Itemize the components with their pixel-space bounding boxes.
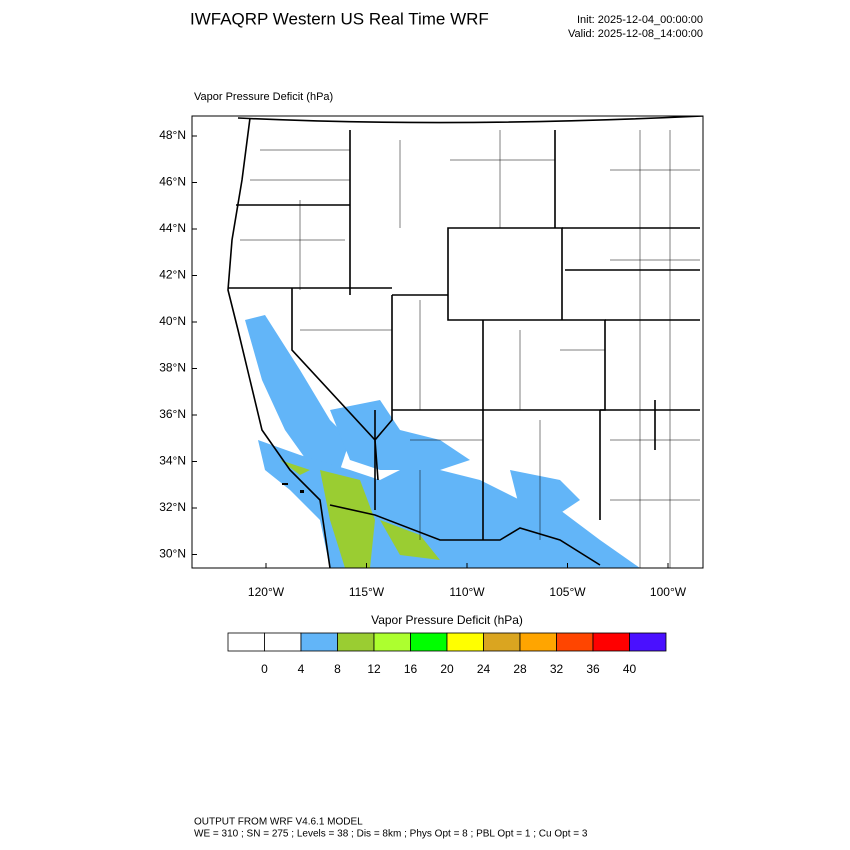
county-lines	[240, 130, 700, 568]
colorbar-label: 20	[440, 662, 454, 676]
colorbar-swatch	[556, 632, 594, 652]
lat-label: 30°N	[159, 547, 186, 561]
colorbar-label: 32	[550, 662, 564, 676]
state-borders	[227, 116, 703, 568]
lon-label: 110°W	[449, 585, 485, 599]
colorbar-swatch	[446, 632, 484, 652]
lat-label: 38°N	[159, 361, 186, 375]
colorbar-swatch	[300, 632, 338, 652]
colorbar-swatch	[483, 632, 521, 652]
colorbar-label: 12	[367, 662, 381, 676]
footer-line: WE = 310 ; SN = 275 ; Levels = 38 ; Dis …	[194, 829, 588, 840]
lon-labels: 120°W 115°W 110°W 105°W 100°W	[248, 563, 687, 599]
map-title: Vapor Pressure Deficit (hPa)	[194, 91, 333, 103]
map	[227, 116, 703, 568]
colorbar-label: 16	[404, 662, 418, 676]
init-time: Init: 2025-12-04_00:00:00	[577, 14, 703, 26]
colorbar-swatch	[410, 632, 448, 652]
colorbar-swatch	[337, 632, 375, 652]
colorbar-swatch	[519, 632, 557, 652]
lon-label: 115°W	[349, 585, 385, 599]
colorbar-title: Vapor Pressure Deficit (hPa)	[371, 613, 523, 627]
colorbar-label: 8	[334, 662, 341, 676]
footer-line: OUTPUT FROM WRF V4.6.1 MODEL	[194, 817, 363, 828]
lat-label: 40°N	[159, 314, 186, 328]
map-frame	[191, 115, 704, 569]
colorbar-label: 0	[261, 662, 268, 676]
colorbar-swatch	[592, 632, 630, 652]
valid-time: Valid: 2025-12-08_14:00:00	[568, 28, 703, 40]
lon-label: 120°W	[248, 585, 285, 599]
lon-label: 100°W	[650, 585, 687, 599]
colorbar-label: 40	[623, 662, 637, 676]
vpd-shading-high	[280, 460, 440, 568]
lon-label: 105°W	[549, 585, 586, 599]
lat-label: 42°N	[159, 268, 186, 282]
colorbar-swatch	[227, 632, 265, 652]
vpd-shading	[245, 315, 640, 568]
colorbar-label: 36	[586, 662, 600, 676]
colorbar-swatch	[373, 632, 411, 652]
lat-label: 46°N	[159, 175, 186, 189]
colorbar-label: 24	[477, 662, 491, 676]
colorbar: 0 4 8 12 16 20 24 28 32 36 40	[227, 632, 667, 676]
lat-label: 44°N	[159, 221, 186, 235]
lat-label: 32°N	[159, 500, 186, 514]
colorbar-swatch	[629, 632, 667, 652]
colorbar-label: 28	[513, 662, 527, 676]
lat-label: 48°N	[159, 128, 186, 142]
lat-label: 36°N	[159, 407, 186, 421]
title: IWFAQRP Western US Real Time WRF	[190, 9, 489, 28]
islands	[282, 483, 304, 493]
colorbar-label: 4	[298, 662, 305, 676]
lat-label: 34°N	[159, 454, 186, 468]
colorbar-swatch	[264, 632, 302, 652]
lat-labels: 48°N 46°N 44°N 42°N 40°N 38°N 36°N 34°N 32°N 30°N	[159, 128, 197, 561]
